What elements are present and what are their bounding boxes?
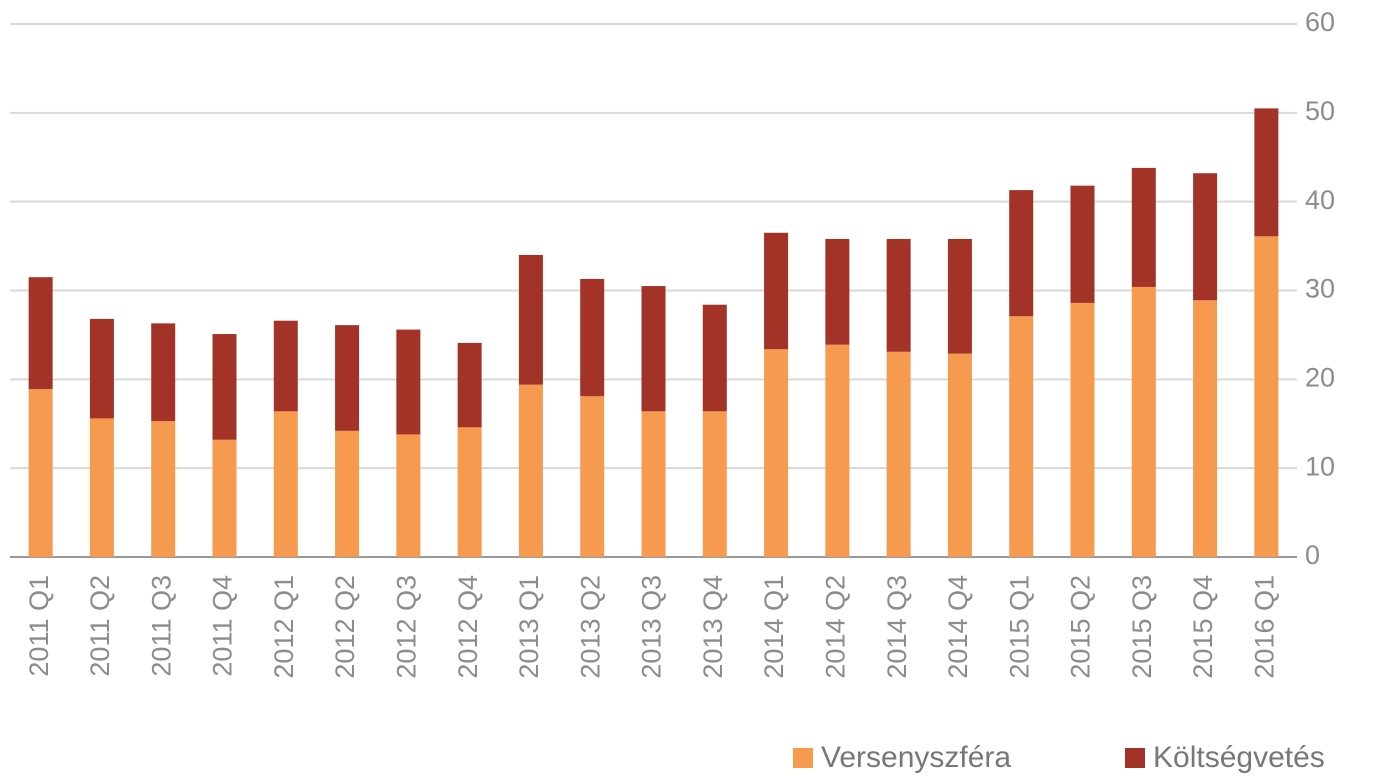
bar-segment [1131, 167, 1156, 287]
x-tick-label: 2014 Q2 [820, 575, 850, 679]
x-tick-label: 2015 Q4 [1188, 575, 1218, 679]
y-tick-label: 30 [1305, 274, 1335, 304]
y-tick-label: 10 [1305, 451, 1335, 481]
x-tick-label: 2016 Q1 [1249, 575, 1279, 679]
x-tick-label: 2015 Q1 [1004, 575, 1034, 679]
bar-segment [151, 421, 176, 557]
bar-segment [702, 411, 727, 557]
bar-segment [641, 411, 666, 557]
x-tick-label: 2012 Q4 [453, 575, 483, 679]
x-tick-label: 2011 Q4 [208, 575, 238, 677]
bar-segment [886, 238, 911, 352]
bar-segment [1009, 190, 1034, 317]
x-tick-label: 2014 Q3 [882, 575, 912, 679]
x-tick-label: 2011 Q1 [24, 575, 54, 677]
bar-segment [89, 318, 114, 419]
bar-segment [580, 396, 605, 557]
bar-segment [457, 427, 482, 557]
bar-segment [335, 430, 360, 557]
bar-segment [1254, 108, 1279, 237]
bar-segment [580, 278, 605, 397]
legend-label: Versenyszféra [821, 741, 1011, 774]
x-tick-label: 2013 Q1 [514, 575, 544, 679]
bar-segment [457, 342, 482, 428]
legend-swatch [793, 748, 813, 768]
x-tick-label: 2011 Q3 [146, 575, 176, 677]
bar-segment [764, 232, 789, 350]
bar-segment [641, 286, 666, 412]
bar-segment [212, 439, 237, 557]
x-tick-label: 2015 Q2 [1066, 575, 1096, 679]
bar-segment [1070, 185, 1095, 303]
y-tick-label: 40 [1305, 185, 1335, 215]
bar-segment [1254, 236, 1279, 558]
bar-segment [273, 411, 298, 557]
bar-segment [1009, 316, 1034, 557]
legend-swatch [1125, 748, 1145, 768]
x-tick-label: 2014 Q4 [943, 575, 973, 679]
bar-segment [1131, 286, 1156, 557]
x-tick-label: 2013 Q4 [698, 575, 728, 679]
bar-segment [518, 384, 543, 557]
y-tick-label: 50 [1305, 96, 1335, 126]
bar-segment [396, 434, 421, 557]
x-tick-label: 2013 Q2 [575, 575, 605, 679]
bar-segment [89, 418, 114, 557]
bar-segment [273, 320, 298, 412]
x-tick-label: 2011 Q2 [85, 575, 115, 677]
bar-segment [518, 254, 543, 385]
bar-segment [764, 349, 789, 557]
x-tick-label: 2013 Q3 [637, 575, 667, 679]
y-tick-label: 0 [1305, 540, 1320, 570]
bar-segment [396, 329, 421, 435]
bar-segment [825, 238, 850, 345]
bar-segment [28, 389, 53, 557]
bar-segment [886, 351, 911, 557]
bar-segment [702, 304, 727, 412]
bar-segment [1193, 300, 1218, 557]
bar-segment [28, 277, 53, 390]
bar-segment [947, 353, 972, 557]
x-tick-label: 2012 Q2 [330, 575, 360, 679]
bar-segment [151, 323, 176, 422]
x-tick-label: 2015 Q3 [1127, 575, 1157, 679]
bar-segment [212, 334, 237, 440]
y-tick-label: 60 [1305, 7, 1335, 37]
bar-segment [825, 344, 850, 557]
bar-segment [1070, 302, 1095, 557]
x-tick-label: 2012 Q1 [269, 575, 299, 679]
legend-label: Költségvetés [1153, 741, 1325, 774]
x-tick-label: 2012 Q3 [391, 575, 421, 679]
bar-segment [947, 238, 972, 354]
x-tick-label: 2014 Q1 [759, 575, 789, 679]
y-tick-label: 20 [1305, 362, 1335, 392]
bar-segment [335, 325, 360, 431]
bar-segment [1193, 173, 1218, 301]
